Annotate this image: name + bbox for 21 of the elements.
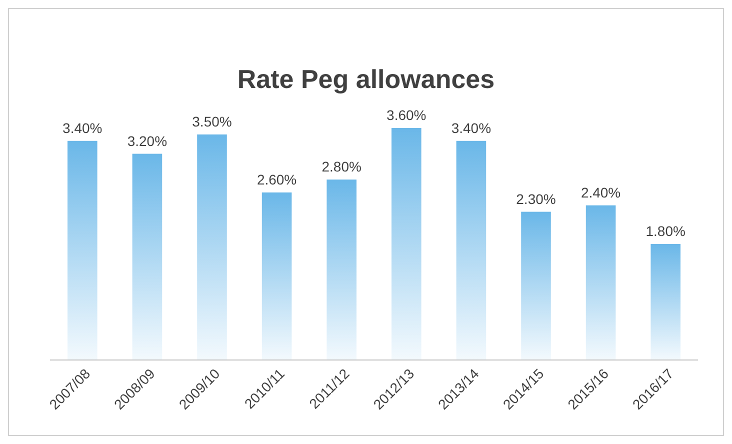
data-label: 2.60% [256, 171, 297, 188]
bar [326, 180, 357, 360]
data-label: 3.40% [451, 120, 492, 136]
data-label: 3.20% [127, 132, 168, 149]
data-label: 3.60% [386, 107, 426, 123]
data-label: 3.50% [192, 113, 232, 130]
data-label: 3.40% [62, 120, 102, 136]
bar [456, 140, 486, 360]
bar [197, 134, 227, 360]
bar [391, 128, 422, 360]
bar [650, 244, 681, 360]
data-label: 1.80% [646, 223, 686, 239]
chart-title: Rate Peg allowances [237, 64, 495, 94]
bar [67, 140, 98, 360]
bar [262, 192, 292, 360]
bar [521, 212, 551, 360]
bar [132, 154, 162, 360]
data-label: 2.30% [516, 190, 556, 207]
data-label: 2.80% [322, 158, 362, 175]
data-label: 2.40% [580, 184, 621, 200]
bar [586, 205, 616, 360]
